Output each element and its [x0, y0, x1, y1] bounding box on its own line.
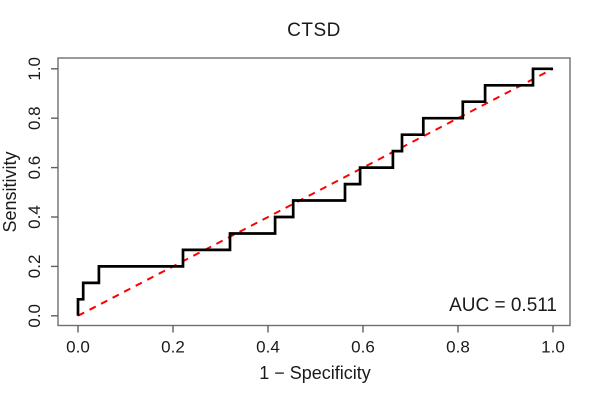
- x-tick-label: 0.6: [351, 338, 375, 357]
- y-tick-label: 0.4: [25, 205, 44, 229]
- x-tick-label: 0.2: [161, 338, 185, 357]
- auc-annotation: AUC = 0.511: [449, 295, 557, 316]
- y-tick-label: 0.8: [25, 106, 44, 130]
- x-axis: 0.0 0.2 0.4 0.6 0.8 1.0: [66, 325, 565, 357]
- chance-diagonal-line: [77, 67, 554, 317]
- x-axis-label: 1 − Specificity: [259, 363, 371, 383]
- y-tick-label: 1.0: [25, 57, 44, 81]
- x-tick-label: 0.4: [256, 338, 280, 357]
- plot-border: [57, 57, 571, 327]
- y-tick-label: 0.6: [25, 156, 44, 180]
- y-tick-label: 0.0: [25, 304, 44, 328]
- x-tick-label: 1.0: [541, 338, 565, 357]
- y-axis-label: Sensitivity: [0, 151, 20, 232]
- x-tick-label: 0.8: [446, 338, 470, 357]
- y-tick-label: 0.2: [25, 255, 44, 279]
- chart-title: CTSD: [287, 20, 341, 41]
- y-axis: 0.0 0.2 0.4 0.6 0.8 1.0: [25, 57, 58, 328]
- roc-curve: [76, 67, 553, 316]
- x-tick-label: 0.0: [66, 338, 90, 357]
